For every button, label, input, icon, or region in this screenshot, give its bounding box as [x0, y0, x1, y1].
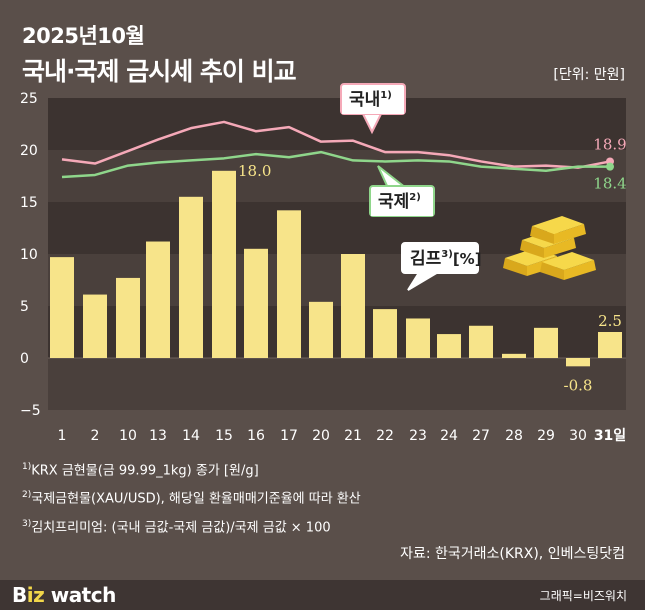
- x-tick-label: 22: [376, 428, 394, 444]
- y-tick-label: 5: [20, 299, 29, 315]
- unit-label: [단위: 만원]: [553, 67, 625, 83]
- x-tick-label: 27: [472, 428, 490, 444]
- gold-bar-side: [520, 240, 544, 258]
- bar-premium: [277, 210, 301, 358]
- bar-premium: [534, 327, 558, 358]
- grid-band: [48, 358, 626, 410]
- x-tick-label: 14: [182, 428, 200, 444]
- y-tick-label: 20: [20, 143, 38, 159]
- endpoint-international: [606, 162, 614, 171]
- x-tick-label: 10: [119, 428, 137, 444]
- x-tick-label: 1: [58, 428, 67, 444]
- x-tick-label: 29: [537, 428, 555, 444]
- line-domestic: [61, 120, 611, 169]
- x-tick-label: 17: [280, 428, 298, 444]
- bar-premium: [566, 358, 590, 367]
- callout-domestic-cover: [342, 108, 404, 114]
- value-label: 18.9: [593, 135, 626, 153]
- bar-premium: [502, 353, 526, 358]
- bar-premium: [406, 318, 430, 358]
- graphic-credit: 그래픽=비즈워치: [539, 589, 627, 603]
- footnote-1: 1)KRX 금현물(금 99.99_1kg) 종가 [원/g]: [22, 462, 259, 479]
- footer-bar: Biz watch 그래픽=비즈워치: [0, 580, 645, 610]
- callout-international-cover: [371, 210, 433, 216]
- x-tick-label: 16: [247, 428, 265, 444]
- bar-premium: [598, 332, 622, 358]
- x-tick-label: 15: [215, 428, 233, 444]
- bar-premium: [469, 325, 493, 358]
- title-date: 2025년10월: [22, 24, 145, 48]
- y-tick-label: −5: [20, 403, 41, 419]
- gold-bar-front: [544, 238, 576, 258]
- gold-bar-front: [564, 260, 596, 280]
- x-tick-label: 13: [149, 428, 167, 444]
- footnote-2: 2)국제금현물(XAU/USD), 해당일 환율매매기준율에 따라 환산: [22, 490, 361, 507]
- x-tick-label: 24: [440, 428, 458, 444]
- grid-band: [48, 306, 626, 358]
- bar-premium: [179, 196, 203, 358]
- chart-title: 국내·국제 금시세 추이 비교: [22, 57, 297, 86]
- x-tick-label: 2: [91, 428, 100, 444]
- value-label: 18.0: [238, 162, 271, 180]
- bizwatch-logo: Biz watch: [12, 583, 116, 607]
- x-tick-label: 20: [312, 428, 330, 444]
- gold-price-chart: −5 0 5 10 15 20 25 1 2 10 13 14 15 16 17 20 21 22 23 24 27 28…: [20, 83, 627, 444]
- bar-premium: [116, 277, 140, 358]
- value-label: 18.4: [593, 175, 626, 193]
- y-tick-label: 0: [20, 351, 29, 367]
- bar-premium: [437, 334, 461, 358]
- gold-bar-front: [554, 224, 586, 244]
- source-text: 자료: 한국거래소(KRX), 인베스팅닷컴: [400, 546, 625, 562]
- x-tick-label: 30: [569, 428, 587, 444]
- bar-premium: [50, 257, 74, 358]
- x-tick-label: 23: [409, 428, 427, 444]
- bar-premium: [244, 248, 268, 358]
- value-label: -0.8: [564, 376, 593, 394]
- bar-premium: [373, 309, 397, 358]
- x-tick-label: 31일: [594, 428, 626, 444]
- callout-international-text: 국제2): [378, 192, 421, 212]
- grid-band: [48, 150, 626, 202]
- gold-bar-top: [532, 216, 584, 234]
- y-tick-label: 15: [20, 195, 38, 211]
- callout-premium-cover: [403, 267, 477, 273]
- gold-bar-side: [503, 258, 527, 276]
- bar-premium: [83, 294, 107, 358]
- gold-bar-side: [530, 226, 554, 244]
- x-tick-label: 21: [344, 428, 362, 444]
- footnotes: 1)KRX 금현물(금 99.99_1kg) 종가 [원/g] 2)국제금현물(…: [22, 455, 361, 540]
- y-tick-label: 25: [20, 91, 38, 107]
- bar-premium: [212, 170, 236, 358]
- gold-bar-top: [542, 252, 594, 270]
- gold-bar-side: [540, 262, 564, 280]
- x-tick-label: 28: [505, 428, 523, 444]
- footnote-3: 3)김치프리미엄: (국내 금값-국제 금값)/국제 금값 × 100: [22, 518, 331, 535]
- callout-premium-text: 김프3)[%]: [410, 249, 482, 269]
- callout-domestic-text: 국내1): [349, 90, 392, 110]
- line-international: [61, 150, 610, 179]
- value-label: 2.5: [598, 312, 622, 330]
- gold-bars-illustration: [503, 216, 596, 280]
- bar-premium: [146, 241, 170, 358]
- bar-premium: [341, 254, 365, 358]
- y-tick-label: 10: [20, 247, 38, 263]
- bar-premium: [309, 301, 333, 358]
